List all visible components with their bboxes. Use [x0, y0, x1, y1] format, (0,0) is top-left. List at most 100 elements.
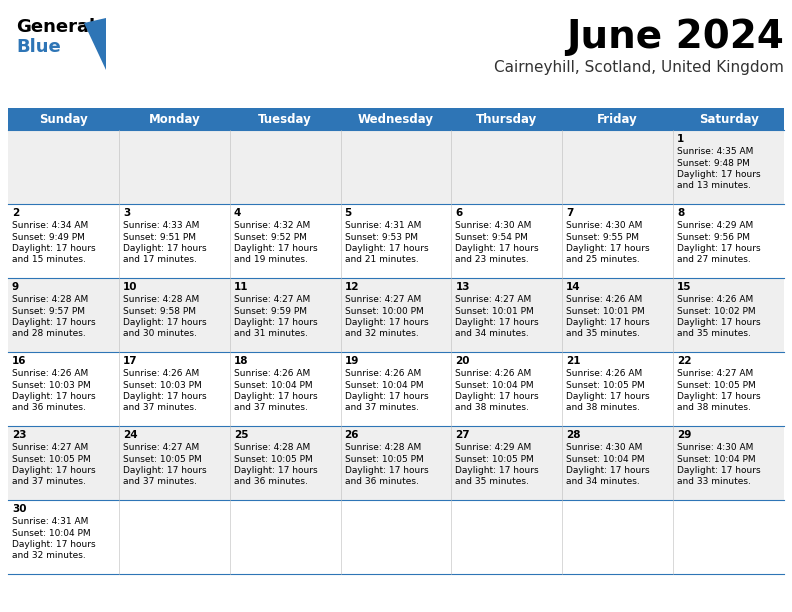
Polygon shape: [84, 18, 106, 70]
Text: 6: 6: [455, 208, 463, 218]
Text: Sunset: 10:04 PM: Sunset: 10:04 PM: [12, 529, 90, 537]
Text: and 35 minutes.: and 35 minutes.: [677, 329, 751, 338]
Text: Daylight: 17 hours: Daylight: 17 hours: [345, 318, 428, 327]
Text: Sunrise: 4:30 AM: Sunrise: 4:30 AM: [566, 221, 642, 230]
Text: Daylight: 17 hours: Daylight: 17 hours: [345, 392, 428, 401]
Text: and 37 minutes.: and 37 minutes.: [12, 477, 86, 487]
Text: Sunrise: 4:27 AM: Sunrise: 4:27 AM: [677, 369, 753, 378]
Text: Sunrise: 4:30 AM: Sunrise: 4:30 AM: [677, 443, 753, 452]
Text: Daylight: 17 hours: Daylight: 17 hours: [234, 244, 318, 253]
Text: and 38 minutes.: and 38 minutes.: [566, 403, 640, 412]
Text: Sunset: 10:05 PM: Sunset: 10:05 PM: [566, 381, 645, 389]
Text: Sunset: 10:05 PM: Sunset: 10:05 PM: [234, 455, 313, 463]
Text: Daylight: 17 hours: Daylight: 17 hours: [677, 318, 761, 327]
Text: 28: 28: [566, 430, 581, 440]
Text: 5: 5: [345, 208, 352, 218]
Text: Sunrise: 4:28 AM: Sunrise: 4:28 AM: [123, 295, 199, 304]
Text: 8: 8: [677, 208, 684, 218]
Text: Sunrise: 4:26 AM: Sunrise: 4:26 AM: [12, 369, 88, 378]
Text: Tuesday: Tuesday: [258, 113, 312, 125]
Text: 4: 4: [234, 208, 241, 218]
Text: and 37 minutes.: and 37 minutes.: [345, 403, 418, 412]
Text: Sunset: 9:48 PM: Sunset: 9:48 PM: [677, 159, 750, 168]
Text: Sunrise: 4:26 AM: Sunrise: 4:26 AM: [455, 369, 531, 378]
Text: 23: 23: [12, 430, 26, 440]
Text: and 30 minutes.: and 30 minutes.: [123, 329, 196, 338]
Text: and 23 minutes.: and 23 minutes.: [455, 255, 529, 264]
Text: Sunset: 9:59 PM: Sunset: 9:59 PM: [234, 307, 307, 316]
Text: Sunrise: 4:30 AM: Sunrise: 4:30 AM: [455, 221, 531, 230]
Text: Sunrise: 4:35 AM: Sunrise: 4:35 AM: [677, 147, 753, 156]
Text: and 38 minutes.: and 38 minutes.: [455, 403, 529, 412]
Text: Daylight: 17 hours: Daylight: 17 hours: [455, 244, 539, 253]
Text: 13: 13: [455, 282, 470, 292]
Text: Daylight: 17 hours: Daylight: 17 hours: [123, 318, 207, 327]
Text: Daylight: 17 hours: Daylight: 17 hours: [345, 244, 428, 253]
Text: Sunset: 10:01 PM: Sunset: 10:01 PM: [566, 307, 645, 316]
Text: Sunrise: 4:33 AM: Sunrise: 4:33 AM: [123, 221, 200, 230]
Text: and 25 minutes.: and 25 minutes.: [566, 255, 640, 264]
Text: 15: 15: [677, 282, 691, 292]
Text: and 33 minutes.: and 33 minutes.: [677, 477, 751, 487]
Text: 25: 25: [234, 430, 248, 440]
Text: Sunrise: 4:28 AM: Sunrise: 4:28 AM: [234, 443, 310, 452]
Text: Sunrise: 4:28 AM: Sunrise: 4:28 AM: [12, 295, 88, 304]
Text: Sunrise: 4:27 AM: Sunrise: 4:27 AM: [345, 295, 421, 304]
Text: Sunset: 9:57 PM: Sunset: 9:57 PM: [12, 307, 85, 316]
Text: Daylight: 17 hours: Daylight: 17 hours: [12, 318, 96, 327]
Text: Sunrise: 4:26 AM: Sunrise: 4:26 AM: [234, 369, 310, 378]
Text: 24: 24: [123, 430, 138, 440]
Text: and 32 minutes.: and 32 minutes.: [345, 329, 418, 338]
Text: and 31 minutes.: and 31 minutes.: [234, 329, 307, 338]
Text: Sunset: 9:53 PM: Sunset: 9:53 PM: [345, 233, 417, 242]
Text: Sunset: 9:54 PM: Sunset: 9:54 PM: [455, 233, 528, 242]
Text: Sunset: 10:04 PM: Sunset: 10:04 PM: [566, 455, 645, 463]
Text: and 37 minutes.: and 37 minutes.: [234, 403, 307, 412]
Text: Sunrise: 4:31 AM: Sunrise: 4:31 AM: [12, 517, 89, 526]
Text: 19: 19: [345, 356, 359, 366]
Text: Sunset: 9:51 PM: Sunset: 9:51 PM: [123, 233, 196, 242]
Text: Sunrise: 4:26 AM: Sunrise: 4:26 AM: [677, 295, 753, 304]
Text: 2: 2: [12, 208, 19, 218]
Text: June 2024: June 2024: [566, 18, 784, 56]
Text: Daylight: 17 hours: Daylight: 17 hours: [12, 466, 96, 475]
Text: and 27 minutes.: and 27 minutes.: [677, 255, 751, 264]
Text: Sunset: 10:01 PM: Sunset: 10:01 PM: [455, 307, 534, 316]
Text: Sunrise: 4:31 AM: Sunrise: 4:31 AM: [345, 221, 421, 230]
Text: and 37 minutes.: and 37 minutes.: [123, 477, 196, 487]
Text: 18: 18: [234, 356, 248, 366]
Text: Sunrise: 4:34 AM: Sunrise: 4:34 AM: [12, 221, 88, 230]
Text: Monday: Monday: [148, 113, 200, 125]
Text: Sunrise: 4:26 AM: Sunrise: 4:26 AM: [566, 295, 642, 304]
Text: Daylight: 17 hours: Daylight: 17 hours: [566, 392, 650, 401]
Text: Sunset: 10:04 PM: Sunset: 10:04 PM: [677, 455, 756, 463]
Text: Daylight: 17 hours: Daylight: 17 hours: [677, 170, 761, 179]
Text: Sunset: 9:55 PM: Sunset: 9:55 PM: [566, 233, 639, 242]
Text: Daylight: 17 hours: Daylight: 17 hours: [12, 244, 96, 253]
Text: Sunset: 10:05 PM: Sunset: 10:05 PM: [455, 455, 534, 463]
Text: and 38 minutes.: and 38 minutes.: [677, 403, 751, 412]
Text: Sunrise: 4:26 AM: Sunrise: 4:26 AM: [345, 369, 421, 378]
Text: Daylight: 17 hours: Daylight: 17 hours: [677, 244, 761, 253]
Text: 12: 12: [345, 282, 359, 292]
Text: 22: 22: [677, 356, 691, 366]
Text: and 35 minutes.: and 35 minutes.: [566, 329, 640, 338]
Text: General: General: [16, 18, 95, 36]
Text: Sunset: 10:05 PM: Sunset: 10:05 PM: [677, 381, 756, 389]
Text: and 28 minutes.: and 28 minutes.: [12, 329, 86, 338]
Text: and 21 minutes.: and 21 minutes.: [345, 255, 418, 264]
Text: and 13 minutes.: and 13 minutes.: [677, 182, 751, 190]
Text: Sunset: 10:04 PM: Sunset: 10:04 PM: [234, 381, 312, 389]
Text: Daylight: 17 hours: Daylight: 17 hours: [345, 466, 428, 475]
FancyBboxPatch shape: [8, 500, 784, 574]
Text: and 37 minutes.: and 37 minutes.: [123, 403, 196, 412]
Text: and 36 minutes.: and 36 minutes.: [234, 477, 307, 487]
Text: Sunset: 10:03 PM: Sunset: 10:03 PM: [123, 381, 202, 389]
Text: Daylight: 17 hours: Daylight: 17 hours: [234, 466, 318, 475]
Text: 7: 7: [566, 208, 573, 218]
Text: 9: 9: [12, 282, 19, 292]
Text: Sunset: 9:56 PM: Sunset: 9:56 PM: [677, 233, 750, 242]
Text: and 15 minutes.: and 15 minutes.: [12, 255, 86, 264]
Text: Blue: Blue: [16, 38, 61, 56]
Text: 21: 21: [566, 356, 581, 366]
